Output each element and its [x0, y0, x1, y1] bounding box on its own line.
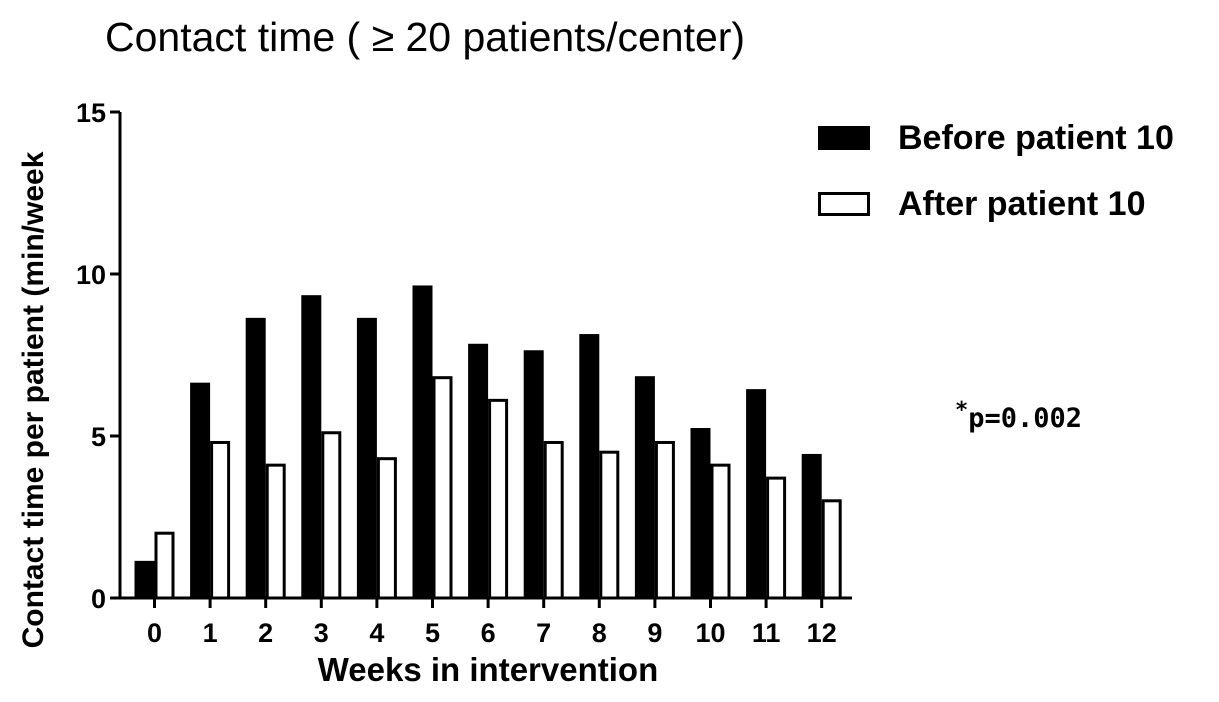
y-tick-label-5: 5: [91, 422, 106, 452]
legend: Before patient 10 After patient 10: [818, 118, 1174, 252]
y-tick-label-10: 10: [76, 260, 106, 290]
annotation-star: *: [955, 398, 969, 423]
bar-before-4: [356, 317, 377, 600]
significance-annotation: *p=0.002: [955, 398, 1082, 434]
x-tick-label-1: 1: [203, 618, 218, 648]
x-tick-label-10: 10: [695, 618, 725, 648]
x-tick-label-4: 4: [369, 618, 384, 648]
bar-before-7: [523, 350, 544, 600]
bar-after-5: [432, 376, 453, 600]
x-tick-label-12: 12: [807, 618, 837, 648]
x-tick-label-6: 6: [481, 618, 496, 648]
bar-after-8: [599, 450, 620, 600]
bar-after-6: [488, 398, 509, 600]
x-tick-label-8: 8: [592, 618, 607, 648]
bar-after-1: [210, 440, 231, 600]
bar-after-12: [821, 499, 842, 600]
bar-before-10: [690, 428, 711, 600]
y-tick-label-15: 15: [76, 98, 106, 128]
bar-before-1: [190, 382, 211, 600]
x-tick-label-7: 7: [536, 618, 551, 648]
x-tick-label-2: 2: [258, 618, 273, 648]
bar-after-0: [154, 531, 175, 600]
legend-label-after: After patient 10: [898, 184, 1146, 223]
bar-before-9: [634, 376, 655, 600]
bar-before-8: [579, 334, 600, 600]
bar-after-10: [710, 463, 731, 600]
bar-before-5: [412, 285, 433, 600]
bar-after-11: [766, 476, 787, 600]
x-tick-label-11: 11: [752, 618, 781, 648]
bar-before-11: [746, 389, 767, 600]
bar-after-9: [654, 440, 675, 600]
legend-swatch-before: [818, 126, 870, 150]
x-tick-label-9: 9: [647, 618, 662, 648]
annotation-text: p=0.002: [968, 403, 1083, 434]
bar-after-2: [265, 463, 286, 600]
bar-before-12: [801, 453, 822, 600]
x-tick-label-3: 3: [314, 618, 329, 648]
chart-title: Contact time ( ≥ 20 patients/center): [105, 14, 746, 60]
bar-before-3: [301, 295, 322, 600]
bar-after-3: [321, 431, 342, 600]
x-axis-label: Weeks in intervention: [317, 651, 659, 688]
legend-item-after: After patient 10: [818, 184, 1174, 223]
legend-label-before: Before patient 10: [898, 118, 1174, 157]
x-tick-label-0: 0: [147, 618, 162, 648]
y-tick-label-0: 0: [91, 584, 106, 614]
legend-item-before: Before patient 10: [818, 118, 1174, 157]
bar-after-4: [376, 457, 397, 600]
bar-before-2: [245, 317, 266, 600]
x-tick-label-5: 5: [425, 618, 440, 648]
bar-before-0: [134, 560, 155, 600]
bar-before-6: [468, 343, 489, 600]
bar-after-7: [543, 440, 564, 600]
legend-swatch-after: [818, 192, 870, 216]
